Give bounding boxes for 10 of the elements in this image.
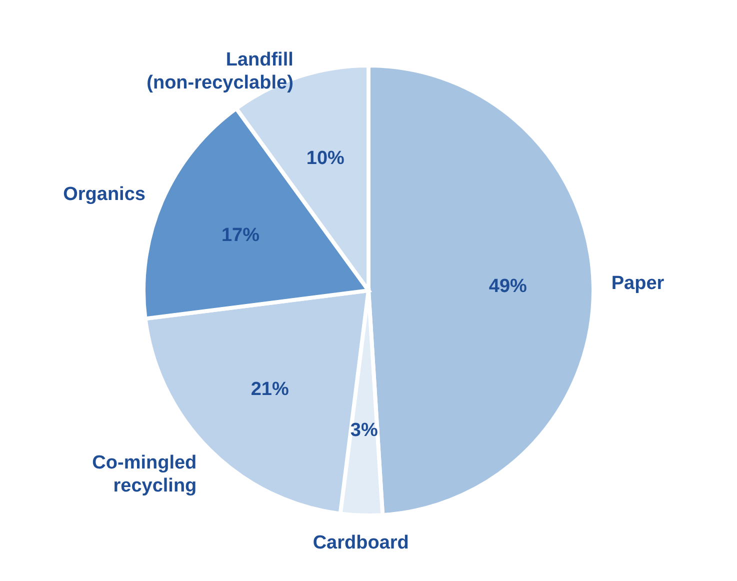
slice-label: Organics [63, 184, 146, 205]
data-label: 10% [306, 148, 345, 169]
slice-label: Co-mingled recycling [92, 452, 197, 496]
data-label: 49% [488, 276, 528, 298]
data-label: 17% [221, 225, 260, 246]
data-label: 21% [250, 379, 289, 400]
slice-label: Paper [611, 272, 665, 294]
slice-label: Cardboard [312, 532, 409, 554]
data-label: 3% [350, 420, 378, 441]
slice-label: Landfill (non-recyclable) [146, 49, 294, 94]
